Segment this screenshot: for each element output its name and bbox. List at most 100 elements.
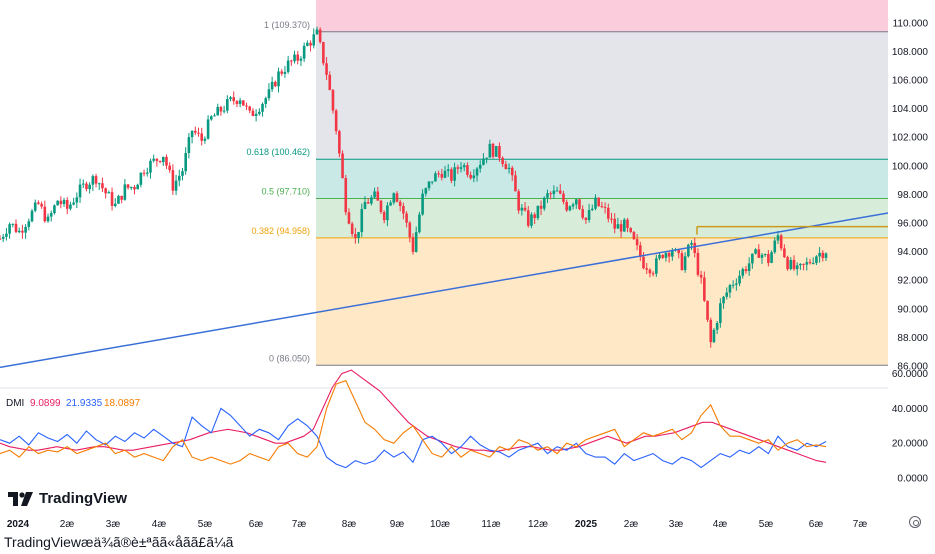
candle-body [472, 175, 476, 179]
price-tick-label: 100.000 [892, 161, 929, 172]
time-tick-label: 6æ [249, 519, 264, 530]
candle-body [171, 170, 175, 191]
time-tick-label: 9æ [390, 519, 405, 530]
candle-body [767, 254, 770, 263]
candle-body [251, 110, 255, 116]
candle-body [789, 259, 793, 270]
candle-body [815, 256, 818, 263]
candle-body [690, 242, 693, 245]
dmi-adx-value: 18.0897 [104, 398, 141, 409]
candle-body [117, 195, 120, 204]
candle-body [206, 119, 210, 139]
candle-body [267, 89, 271, 99]
candle-body [88, 184, 91, 190]
candle-body [37, 202, 40, 204]
tradingview-logo[interactable]: TradingView [8, 490, 127, 507]
candle-body [296, 54, 300, 61]
candle-body [222, 110, 226, 112]
candle-body [306, 42, 309, 46]
fibonacci-retracement[interactable] [316, 0, 888, 366]
candle-body [735, 283, 738, 285]
candle-body [270, 81, 274, 90]
price-tick-label: 92.000 [897, 276, 928, 287]
fib-zone-1 [316, 31, 888, 160]
candle-body [539, 205, 543, 209]
candle-body [155, 158, 159, 161]
candle-body [5, 233, 8, 237]
candle-body [181, 171, 184, 176]
candle-body [651, 273, 655, 275]
price-tick-label: 94.000 [897, 247, 928, 258]
candle-body [411, 237, 415, 252]
candle-body [363, 202, 367, 210]
candle-body [331, 89, 335, 111]
trend-drawings[interactable] [0, 212, 889, 369]
time-tick-label: 8æ [342, 519, 357, 530]
candle-body [235, 101, 239, 104]
candle-body [347, 212, 351, 224]
price-axis[interactable]: 110.000 108.000 106.000 104.000 102.000 100.0… [892, 18, 929, 372]
candle-body [549, 193, 552, 195]
candle-body [389, 202, 392, 206]
dmi-plus-value: 21.9335 [66, 398, 103, 409]
candle-body [187, 137, 191, 154]
fibonacci-levels: 1 (109.370) 0.618 (100.462) 0.5 (97.710) 0.… [246, 20, 888, 366]
candle-body [312, 34, 316, 46]
candle-body [56, 200, 59, 206]
candle-body [72, 202, 75, 205]
candle-body [165, 156, 168, 166]
candle-body [286, 60, 290, 72]
candle-body [526, 210, 530, 226]
candle-body [395, 193, 399, 202]
candle-body [238, 100, 242, 104]
candle-body [325, 63, 328, 75]
candle-body [354, 234, 357, 238]
candle-body [145, 172, 149, 174]
dmi-tick-label: 60.0000 [892, 369, 929, 380]
candle-body [309, 42, 312, 46]
candle-body [142, 172, 146, 174]
candle-body [174, 180, 178, 191]
time-axis[interactable]: 2024 2æ 3æ 4æ 5æ 6æ 7æ 8æ 9æ 10æ 11æ 12æ 2025 2æ 3æ 4æ 5… [7, 519, 867, 530]
candle-body [322, 42, 325, 64]
candle-body [370, 197, 373, 204]
candle-body [405, 213, 408, 223]
candle-body [177, 175, 181, 181]
candle-body [193, 130, 197, 133]
candle-body [129, 186, 133, 188]
candle-body [725, 292, 729, 297]
candle-body [808, 262, 812, 264]
candle-body [488, 143, 492, 158]
candle-body [626, 219, 629, 228]
candle-body [581, 209, 584, 218]
candle-body [75, 197, 79, 203]
candle-body [677, 249, 681, 254]
candle-body [799, 263, 802, 266]
candle-body [655, 258, 658, 274]
candle-body [738, 275, 741, 284]
fib-label: 0.5 (97.710) [261, 187, 310, 197]
time-tick-label: 5æ [198, 519, 213, 530]
candle-body [462, 165, 466, 168]
price-tick-label: 102.000 [892, 133, 929, 144]
candle-body [85, 183, 88, 190]
candle-body [126, 184, 130, 188]
time-tick-label: 6æ [809, 519, 824, 530]
candle-body [277, 71, 280, 87]
candle-body [350, 223, 354, 235]
candle-body [459, 167, 463, 169]
candle-body [485, 157, 488, 159]
candle-body [453, 167, 456, 181]
gear-icon[interactable] [909, 516, 921, 528]
candle-body [200, 133, 203, 141]
candle-body [603, 206, 607, 208]
candle-body [779, 235, 783, 249]
time-tick-label: 5æ [759, 519, 774, 530]
candle-body [510, 167, 514, 176]
candle-body [703, 277, 706, 301]
candle-body [104, 188, 107, 194]
candle-body [517, 191, 520, 211]
price-tick-label: 110.000 [893, 18, 929, 29]
candle-body [245, 105, 248, 107]
